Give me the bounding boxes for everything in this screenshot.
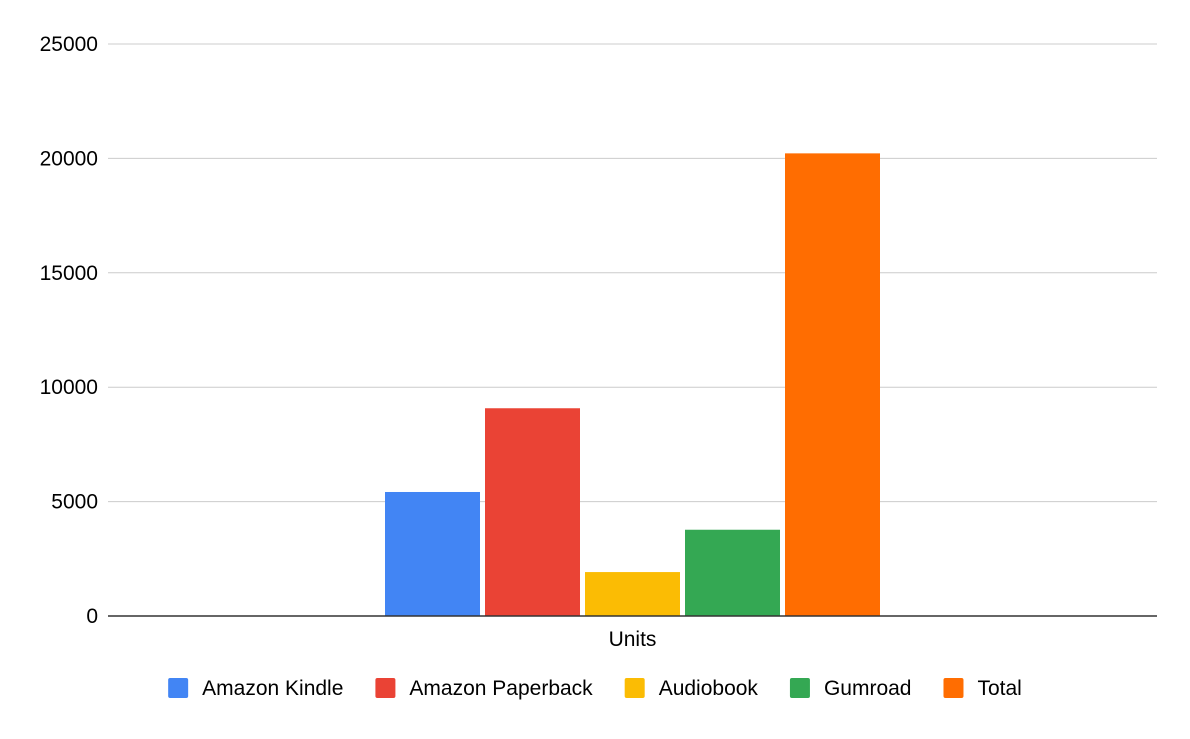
y-tick-label: 20000: [40, 147, 98, 170]
legend-label: Audiobook: [659, 677, 759, 700]
bar-total: [785, 153, 880, 616]
legend-swatch: [168, 678, 189, 698]
legend-item: Amazon Kindle: [168, 677, 343, 700]
bar-amazon-kindle: [385, 491, 480, 616]
legend-label: Amazon Kindle: [202, 677, 343, 700]
legend-item: Audiobook: [624, 677, 759, 700]
bar-amazon-paperback: [485, 408, 580, 616]
x-category-label: Units: [609, 628, 657, 651]
legend-label: Gumroad: [824, 677, 912, 700]
x-axis-categories: Units: [609, 628, 657, 651]
y-tick-label: 0: [86, 605, 98, 628]
y-tick-label: 10000: [40, 376, 98, 399]
y-tick-label: 5000: [51, 491, 98, 514]
y-tick-label: 25000: [40, 33, 98, 56]
legend-swatch: [943, 678, 964, 698]
legend-label: Total: [977, 677, 1021, 700]
gridlines: [108, 43, 1157, 503]
legend-item: Total: [943, 677, 1022, 700]
y-axis-ticks: 0 5000 10000 15000 20000 25000: [40, 33, 98, 628]
legend-label: Amazon Paperback: [409, 677, 593, 700]
legend: Amazon Kindle Amazon Paperback Audiobook Gu…: [168, 677, 1022, 700]
legend-swatch: [624, 678, 645, 698]
legend-swatch: [375, 678, 396, 698]
legend-swatch: [789, 678, 810, 698]
legend-item: Gumroad: [789, 677, 912, 700]
bars: [385, 153, 880, 616]
legend-item: Amazon Paperback: [375, 677, 593, 700]
bar-audiobook: [585, 572, 680, 616]
bar-gumroad: [685, 529, 780, 616]
y-tick-label: 15000: [40, 262, 98, 285]
